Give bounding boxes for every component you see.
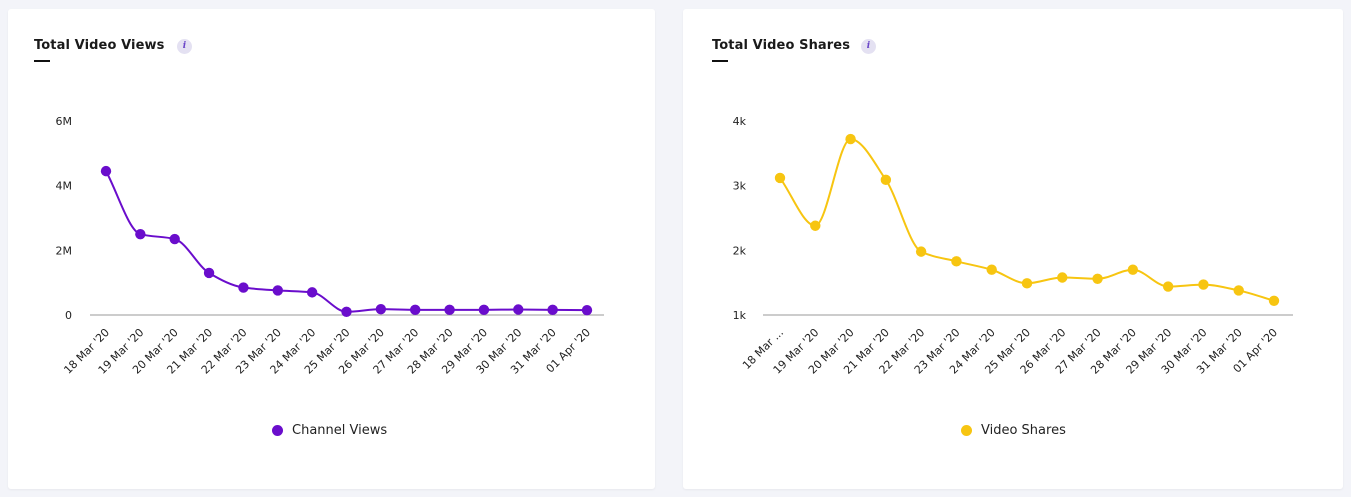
shares-card-title: Total Video Shares [712,38,851,53]
data-point [810,220,821,231]
views-legend[interactable]: Channel Views [272,423,387,438]
data-point [513,304,524,315]
data-point [1268,295,1280,306]
data-point [341,306,352,317]
shares-legend[interactable]: Video Shares [961,423,1066,438]
y-tick-label: 2k [733,244,747,257]
data-point [1198,279,1209,290]
legend-label-video-shares: Video Shares [981,423,1066,438]
data-point [1021,278,1033,289]
views-card: Total Video Views i 0 2M 4M 6M 18 Mar '20 19 … [8,9,655,489]
data-point [1092,273,1103,284]
data-point [203,267,215,279]
legend-label-channel-views: Channel Views [292,423,388,438]
data-point [272,285,283,296]
data-point [1057,272,1068,283]
series-line [779,138,1275,302]
views-title-underline [34,60,50,62]
data-point [915,246,927,257]
y-tick-label: 4M [56,180,73,193]
y-tick-label: 6M [56,115,73,128]
data-point [1127,264,1139,275]
y-tick-label: 2M [56,244,73,257]
data-point [444,304,455,316]
data-point [478,304,490,316]
data-point [581,304,593,316]
legend-marker-channel-views [272,425,283,436]
data-point [100,165,112,177]
y-tick-label: 0 [65,309,72,322]
data-point [986,264,997,275]
legend-marker-video-shares [961,425,972,436]
data-point [375,303,387,315]
data-point [410,304,421,316]
y-tick-label: 3k [733,180,747,193]
data-point [306,287,318,298]
y-tick-label: 1k [733,309,747,322]
info-icon[interactable]: i [861,39,876,54]
data-point [238,282,249,293]
info-icon[interactable]: i [177,39,192,54]
shares-title-underline [712,60,728,62]
data-point [169,233,180,245]
data-point [774,172,786,184]
shares-card: Total Video Shares i 1k 2k 3k 4k 18 Mar ... 1… [683,9,1343,489]
data-point [1162,281,1174,292]
views-card-title: Total Video Views [34,38,165,53]
data-point [135,228,146,240]
data-point [547,304,558,316]
data-point [845,133,856,145]
data-point [880,174,892,186]
y-tick-label: 4k [733,115,747,128]
data-point [951,256,962,267]
data-point [1233,285,1244,296]
